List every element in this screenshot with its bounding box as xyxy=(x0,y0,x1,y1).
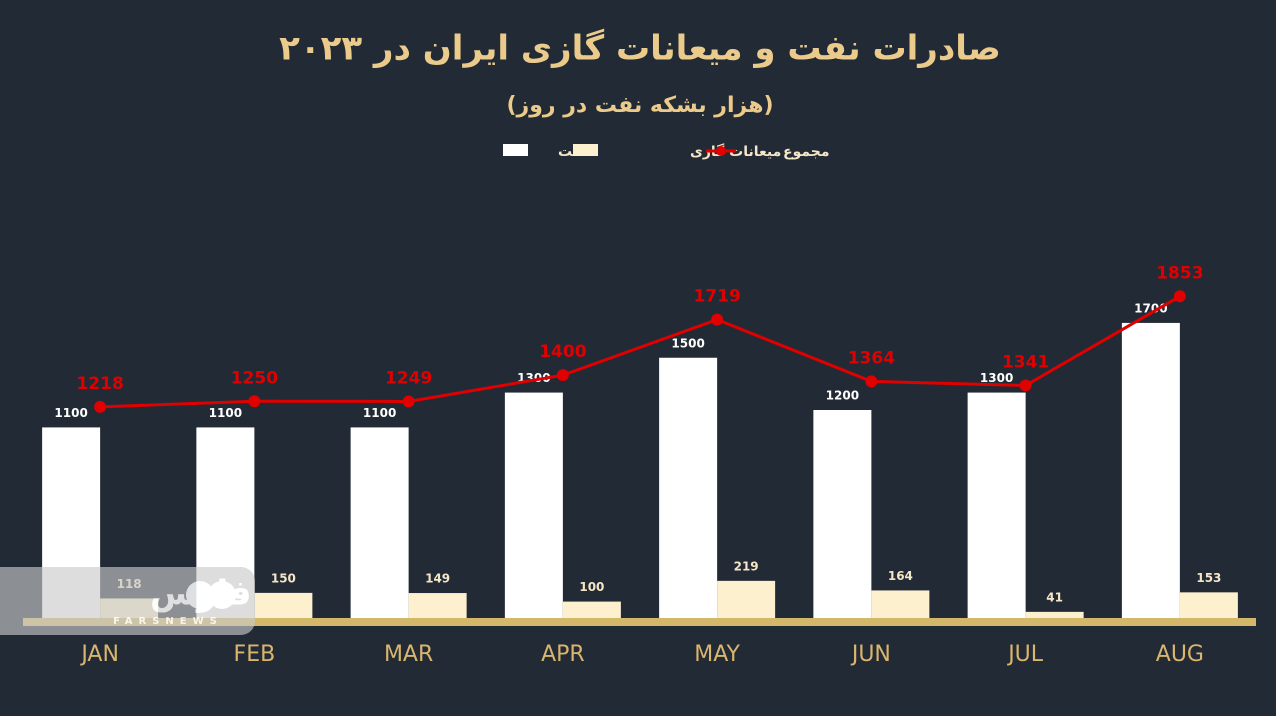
value-label: 1341 xyxy=(1002,352,1049,372)
legend-swatch xyxy=(503,144,528,156)
bar xyxy=(659,357,718,619)
total-point xyxy=(1019,379,1032,392)
value-label: 100 xyxy=(579,580,604,594)
x-tick-label: MAR xyxy=(384,642,433,667)
value-label: 219 xyxy=(734,559,759,573)
value-label: 164 xyxy=(888,569,913,583)
total-point xyxy=(865,375,878,388)
value-label: 1100 xyxy=(363,406,396,420)
value-label: 1250 xyxy=(231,368,278,388)
value-label: 150 xyxy=(271,571,296,585)
value-label: 1249 xyxy=(385,368,432,388)
bar xyxy=(967,392,1026,619)
x-tick-label: MAY xyxy=(694,642,740,667)
bar xyxy=(871,590,930,619)
total-point xyxy=(248,395,261,408)
value-label: 1700 xyxy=(1134,301,1167,315)
value-label: 1853 xyxy=(1156,263,1203,283)
bar xyxy=(1121,322,1180,619)
bar xyxy=(813,410,872,619)
value-label: 149 xyxy=(425,572,450,586)
total-point xyxy=(402,395,415,408)
bar xyxy=(1025,611,1084,619)
bar xyxy=(717,580,776,619)
value-label: 1364 xyxy=(848,348,895,368)
value-label: 1719 xyxy=(693,287,740,307)
bar xyxy=(504,392,563,619)
value-label: 41 xyxy=(1046,590,1063,604)
legend-label: مجموع xyxy=(783,144,829,160)
x-tick-label: AUG xyxy=(1156,642,1204,667)
value-label: 1300 xyxy=(980,371,1013,385)
value-label: 1500 xyxy=(671,336,704,350)
x-tick-label: JAN xyxy=(79,642,119,667)
x-tick-label: FEB xyxy=(234,642,276,667)
chart-subtitle: (هزار بشکه نفت در روز) xyxy=(506,93,773,118)
bar xyxy=(408,593,467,619)
bar xyxy=(350,427,409,619)
bar xyxy=(562,601,621,619)
value-label: 153 xyxy=(1196,571,1221,585)
baseline xyxy=(23,618,1256,626)
bar xyxy=(254,592,313,619)
watermark-text: FARSNEWS xyxy=(113,616,223,627)
legend-swatch xyxy=(573,144,598,156)
x-tick-label: APR xyxy=(541,642,585,667)
total-point xyxy=(711,313,724,326)
value-label: 1400 xyxy=(539,342,586,362)
legend: نفت میعانات گازی مجموع xyxy=(503,143,829,160)
value-label: 1200 xyxy=(826,389,859,403)
bar xyxy=(1179,592,1238,619)
plot-area: 1100110011001300150012001300170011815014… xyxy=(42,263,1238,619)
watermark-box xyxy=(0,567,255,635)
total-point xyxy=(1173,290,1186,303)
value-label: 1100 xyxy=(54,406,87,420)
total-line xyxy=(100,294,1181,409)
value-label: 1100 xyxy=(209,406,242,420)
x-tick-label: JUN xyxy=(850,642,891,667)
total-point xyxy=(94,400,107,413)
total-point xyxy=(556,369,569,382)
legend-swatch xyxy=(716,146,726,156)
watermark-icon xyxy=(186,581,214,609)
watermark-icon xyxy=(208,581,236,609)
watermark: فارس FARSNEWS xyxy=(0,567,255,635)
value-label: 1218 xyxy=(76,374,123,394)
x-tick-label: JUL xyxy=(1006,642,1044,667)
chart-title: صادرات نفت و میعانات گازی ایران در ۲۰۲۳ xyxy=(279,29,1001,69)
